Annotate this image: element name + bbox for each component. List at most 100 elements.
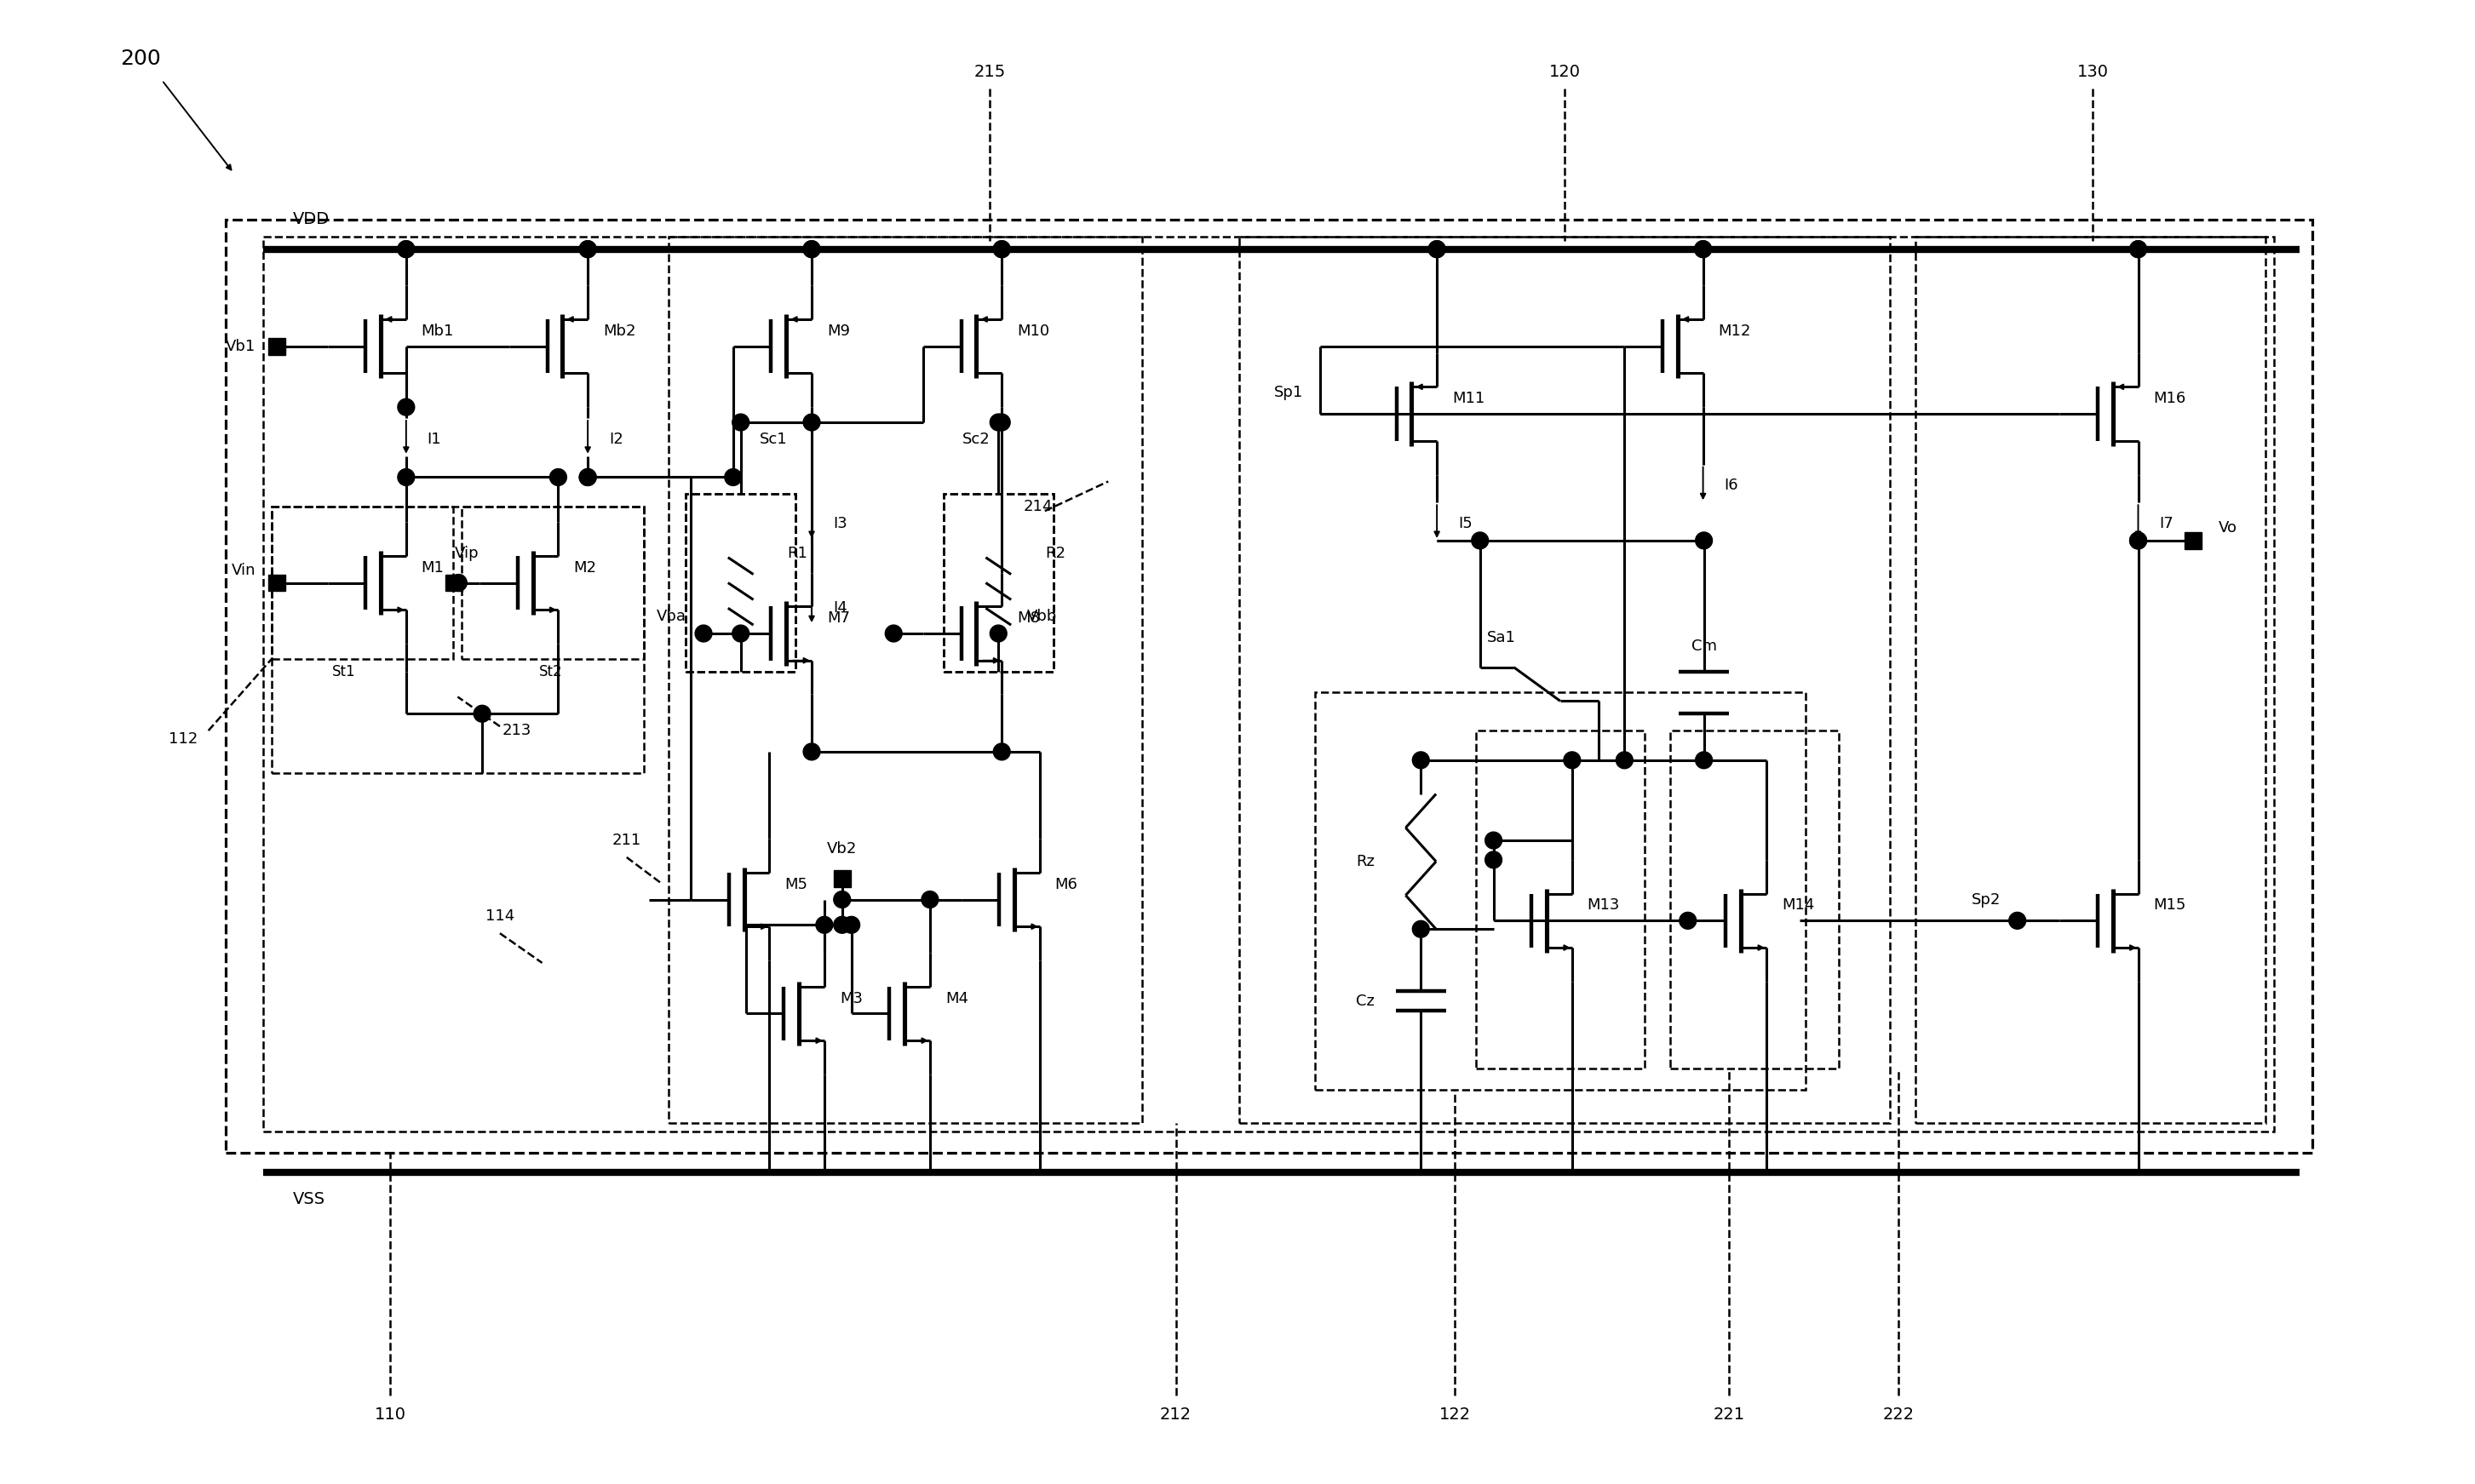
Text: M9: M9 (827, 324, 849, 338)
Bar (1240, 236, 1891, 1123)
Circle shape (992, 240, 1010, 258)
Text: 214: 214 (1025, 499, 1052, 515)
Text: 112: 112 (168, 732, 198, 746)
Text: M13: M13 (1586, 898, 1621, 913)
Text: Vip: Vip (455, 546, 480, 561)
Text: I4: I4 (832, 601, 846, 616)
Circle shape (804, 240, 819, 258)
Circle shape (398, 399, 416, 416)
Text: M3: M3 (839, 991, 864, 1006)
Bar (463, 506, 644, 659)
Text: M2: M2 (574, 559, 596, 576)
Text: 215: 215 (975, 64, 1005, 80)
Circle shape (579, 469, 596, 485)
Circle shape (695, 625, 713, 643)
Circle shape (990, 625, 1007, 643)
Text: I2: I2 (609, 432, 624, 447)
Circle shape (2128, 533, 2146, 549)
Bar (262, 236, 2275, 1132)
Text: Sc2: Sc2 (963, 432, 990, 447)
Circle shape (1564, 752, 1582, 769)
Circle shape (1428, 240, 1445, 258)
Bar (2185, 533, 2203, 549)
Text: I3: I3 (832, 516, 846, 531)
Text: 114: 114 (485, 908, 515, 925)
Text: Rz: Rz (1356, 853, 1374, 870)
Bar (1314, 693, 1804, 1089)
Circle shape (1485, 852, 1502, 868)
Text: 110: 110 (374, 1407, 406, 1423)
Text: 222: 222 (1883, 1407, 1913, 1423)
Circle shape (398, 240, 416, 258)
Text: 122: 122 (1438, 1407, 1470, 1423)
Circle shape (2128, 240, 2146, 258)
Text: 120: 120 (1549, 64, 1579, 80)
Text: Sp1: Sp1 (1275, 384, 1304, 401)
Circle shape (398, 469, 416, 485)
Circle shape (1681, 913, 1695, 929)
Circle shape (834, 917, 851, 933)
Text: M12: M12 (1718, 324, 1750, 338)
Text: Cz: Cz (1356, 993, 1374, 1009)
Circle shape (1485, 833, 1502, 849)
Circle shape (1695, 240, 1713, 258)
Text: R2: R2 (1044, 546, 1064, 561)
Circle shape (549, 469, 567, 485)
Circle shape (733, 625, 750, 643)
Circle shape (579, 240, 596, 258)
Circle shape (579, 469, 596, 485)
Text: St2: St2 (540, 663, 562, 680)
Text: 200: 200 (121, 49, 161, 70)
Circle shape (992, 743, 1010, 760)
Text: M7: M7 (827, 610, 849, 626)
Text: Vba: Vba (656, 608, 686, 625)
Bar (272, 506, 453, 659)
Text: Vo: Vo (2218, 521, 2237, 536)
Bar (668, 236, 1141, 1123)
Text: M16: M16 (2153, 390, 2185, 407)
Circle shape (990, 414, 1007, 430)
Text: 211: 211 (611, 833, 641, 847)
Bar (225, 220, 2312, 1153)
Circle shape (1695, 533, 1713, 549)
Text: I1: I1 (428, 432, 441, 447)
Text: M14: M14 (1782, 898, 1814, 913)
Circle shape (579, 240, 596, 258)
Circle shape (992, 414, 1010, 430)
Text: I6: I6 (1725, 478, 1737, 493)
Bar (943, 494, 1054, 671)
Circle shape (804, 743, 819, 760)
Bar (1916, 236, 2265, 1123)
Circle shape (992, 240, 1010, 258)
Circle shape (921, 890, 938, 908)
Circle shape (804, 240, 819, 258)
Circle shape (1616, 752, 1634, 769)
Text: Vin: Vin (233, 562, 255, 577)
Bar (1671, 730, 1839, 1068)
Bar (686, 494, 794, 671)
Text: M15: M15 (2153, 898, 2185, 913)
Circle shape (1695, 240, 1713, 258)
Circle shape (844, 917, 859, 933)
Bar (834, 870, 851, 887)
Text: St1: St1 (332, 663, 356, 680)
Text: M4: M4 (945, 991, 968, 1006)
Circle shape (725, 469, 742, 485)
Text: M1: M1 (421, 559, 443, 576)
Text: M10: M10 (1017, 324, 1049, 338)
Text: M6: M6 (1054, 877, 1079, 892)
Text: VDD: VDD (292, 212, 329, 227)
Circle shape (2128, 533, 2146, 549)
Circle shape (1428, 240, 1445, 258)
Bar (272, 506, 644, 773)
Text: M11: M11 (1453, 390, 1485, 407)
Circle shape (834, 890, 851, 908)
Circle shape (398, 240, 416, 258)
Circle shape (817, 917, 832, 933)
Text: I7: I7 (2158, 516, 2173, 531)
Text: 221: 221 (1713, 1407, 1745, 1423)
Circle shape (733, 414, 750, 430)
Circle shape (804, 414, 819, 430)
Circle shape (2010, 913, 2027, 929)
Text: M5: M5 (785, 877, 807, 892)
